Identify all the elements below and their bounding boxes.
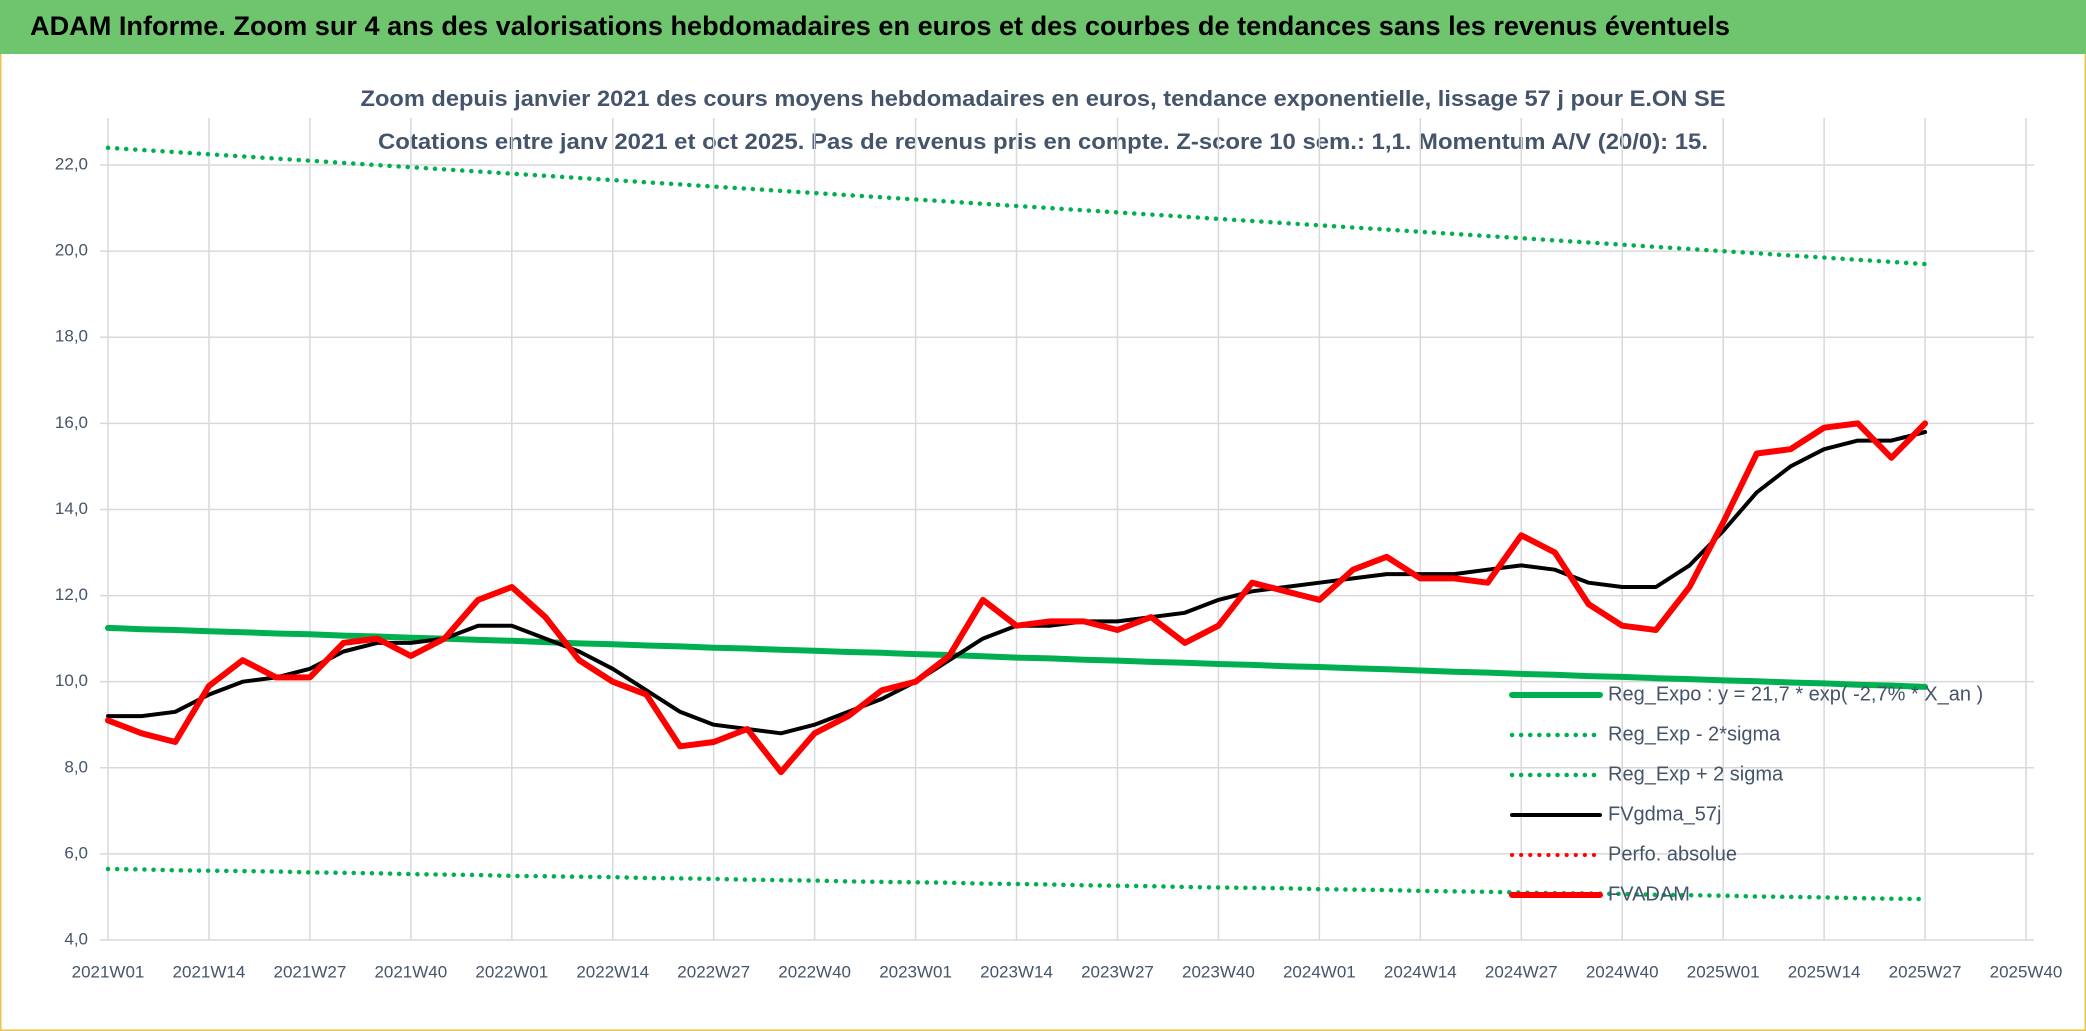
x-tick-label: 2025W01 — [1687, 962, 1760, 981]
x-tick-label: 2024W40 — [1586, 962, 1659, 981]
x-tick-label: 2024W27 — [1485, 962, 1558, 981]
y-tick-label: 12,0 — [55, 585, 88, 604]
legend-label: Reg_Exp + 2 sigma — [1608, 763, 1784, 785]
series-line — [105, 420, 1929, 776]
legend-label: Reg_Expo : y = 21,7 * exp( -2,7% * X_an … — [1608, 683, 1983, 705]
y-tick-label: 14,0 — [55, 499, 88, 518]
x-tick-label: 2023W40 — [1182, 962, 1255, 981]
legend: Reg_Expo : y = 21,7 * exp( -2,7% * X_an … — [1509, 683, 1983, 905]
y-tick-label: 6,0 — [64, 843, 88, 862]
x-tick-label: 2021W01 — [72, 962, 145, 981]
x-tick-label: 2024W01 — [1283, 962, 1356, 981]
x-tick-label: 2021W14 — [173, 962, 246, 981]
y-tick-label: 20,0 — [55, 241, 88, 260]
page-title: ADAM Informe. Zoom sur 4 ans des valoris… — [30, 11, 1730, 41]
y-tick-label: 22,0 — [55, 155, 88, 174]
legend-label: FVADAM — [1608, 883, 1690, 905]
banner — [0, 0, 2086, 54]
legend-label: FVgdma_57j — [1608, 803, 1721, 825]
legend-label: Perfo. absolue — [1608, 843, 1737, 865]
legend-label: Reg_Exp - 2*sigma — [1608, 723, 1781, 745]
x-tick-label: 2023W14 — [980, 962, 1053, 981]
y-tick-label: 8,0 — [64, 757, 88, 776]
x-tick-label: 2022W01 — [475, 962, 548, 981]
chart-title: Zoom depuis janvier 2021 des cours moyen… — [361, 86, 1726, 111]
x-tick-label: 2021W40 — [374, 962, 447, 981]
y-tick-label: 10,0 — [55, 671, 88, 690]
x-tick-label: 2022W27 — [677, 962, 750, 981]
x-tick-label: 2024W14 — [1384, 962, 1457, 981]
x-tick-label: 2022W14 — [576, 962, 649, 981]
x-tick-label: 2025W14 — [1788, 962, 1861, 981]
x-tick-label: 2023W01 — [879, 962, 952, 981]
y-tick-label: 18,0 — [55, 327, 88, 346]
x-tick-label: 2022W40 — [778, 962, 851, 981]
y-tick-label: 16,0 — [55, 413, 88, 432]
series-line — [105, 145, 1928, 267]
y-tick-label: 4,0 — [64, 929, 88, 948]
x-tick-label: 2021W27 — [274, 962, 347, 981]
x-tick-label: 2025W27 — [1889, 962, 1962, 981]
plot — [105, 145, 1929, 902]
series-line — [105, 624, 1929, 690]
x-tick-label: 2023W27 — [1081, 962, 1154, 981]
chart-subtitle: Cotations entre janv 2021 et oct 2025. P… — [378, 129, 1708, 154]
grid: 4,0 6,0 8,0 10,0 12,0 14,0 16,0 18,0 20,0 22,0 202… — [55, 118, 2062, 981]
x-tick-label: 2025W40 — [1990, 962, 2063, 981]
series-line — [105, 866, 1928, 902]
